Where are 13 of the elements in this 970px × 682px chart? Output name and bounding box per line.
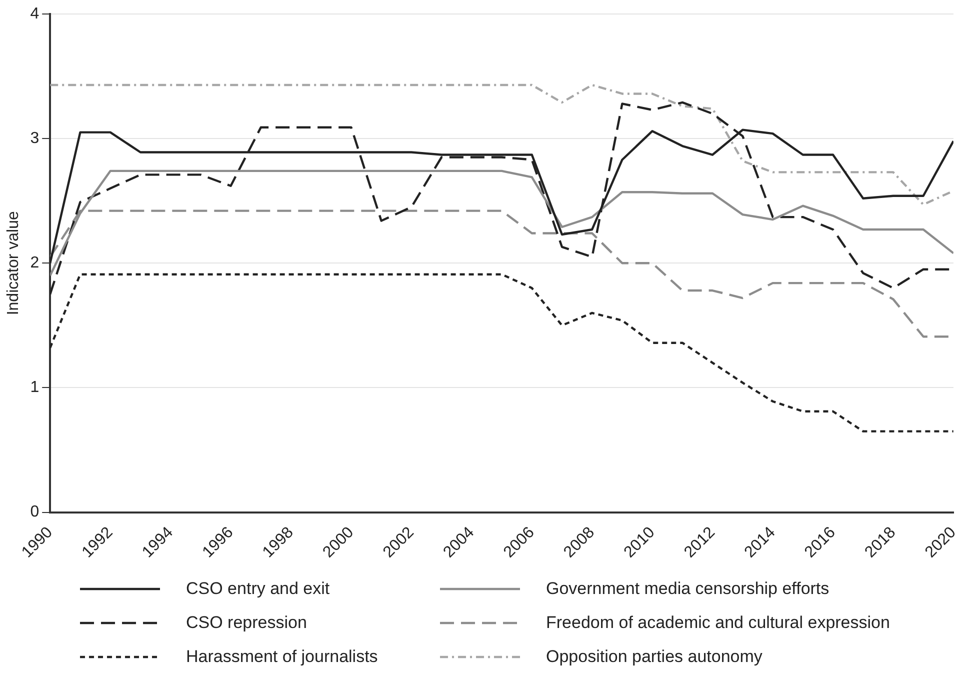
y-tick-label: 2 (30, 254, 40, 272)
legend-label: Freedom of academic and cultural expression (546, 613, 890, 633)
legend-label: CSO entry and exit (186, 579, 330, 599)
legend-label: Opposition parties autonomy (546, 647, 762, 667)
y-tick-label: 3 (30, 130, 40, 147)
y-axis-title: Indicator value (5, 210, 22, 316)
legend-label: Government media censorship efforts (546, 579, 830, 599)
y-tick-label: 0 (30, 504, 40, 521)
legend-label: Harassment of journalists (186, 647, 378, 667)
line-series (50, 273, 954, 432)
y-tick-label: 4 (30, 5, 40, 22)
y-tick-label: 1 (30, 379, 40, 396)
legend-label: CSO repression (186, 613, 307, 633)
